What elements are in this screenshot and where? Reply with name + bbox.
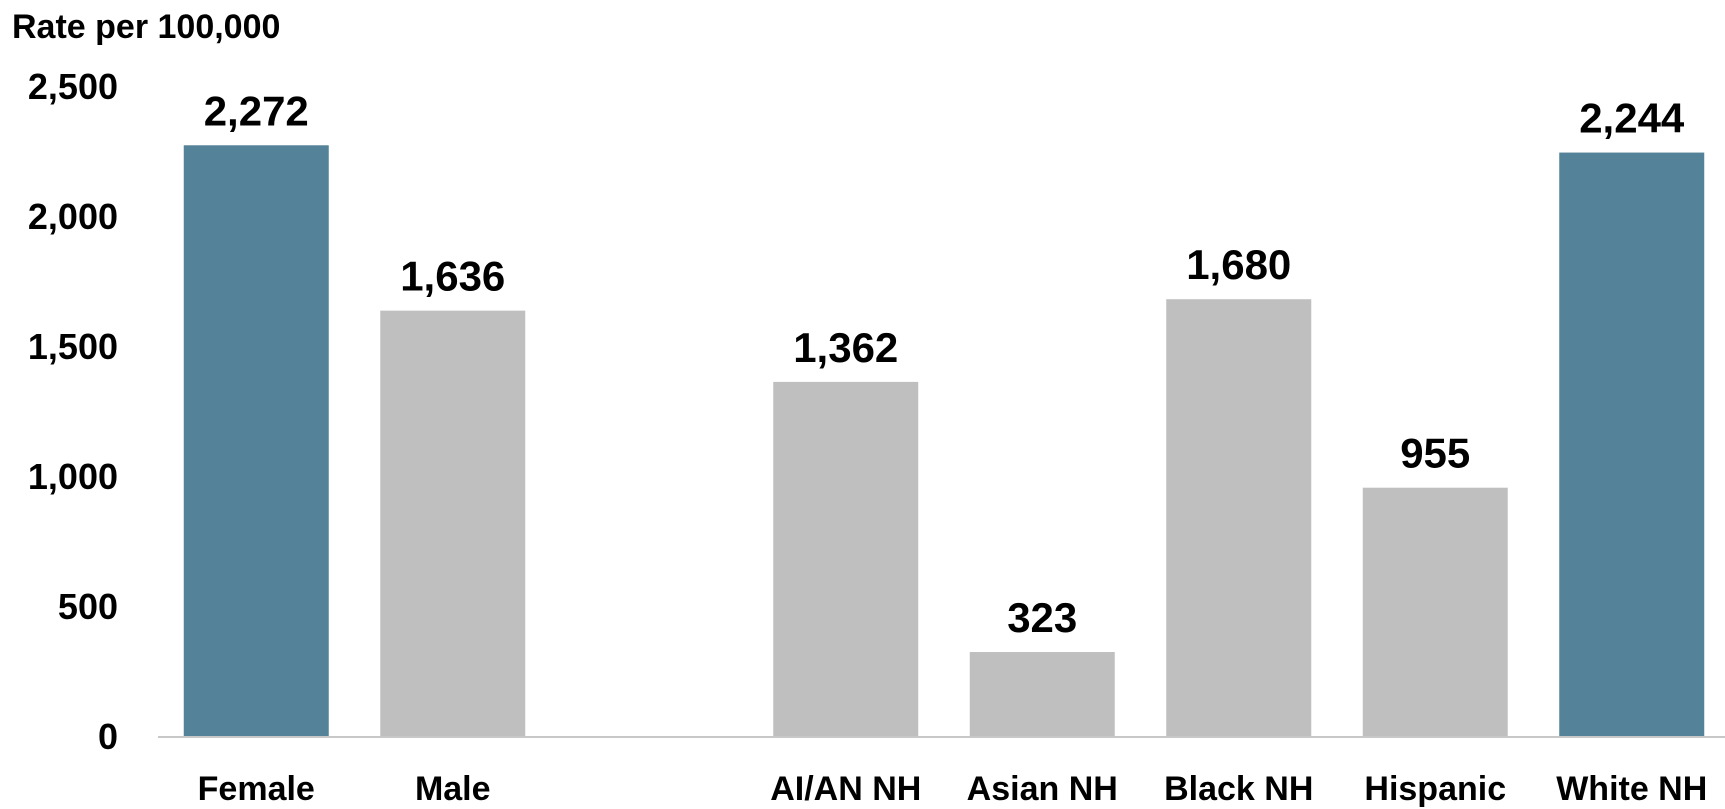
y-axis-ticks: 0 500 1,000 1,500 2,000 2,500	[28, 66, 118, 757]
y-axis-label: Rate per 100,000	[12, 8, 280, 46]
y-tick-label: 500	[58, 586, 118, 627]
category-label: Asian NH	[967, 770, 1118, 808]
data-label: 2,244	[1579, 95, 1685, 142]
y-tick-label: 1,000	[28, 456, 118, 497]
data-label: 2,272	[204, 87, 309, 134]
bar	[969, 652, 1115, 736]
data-label: 955	[1400, 430, 1470, 477]
bar	[183, 145, 329, 736]
category-label: AI/AN NH	[770, 770, 921, 808]
category-label: Black NH	[1164, 770, 1313, 808]
bar	[1166, 299, 1312, 736]
y-tick-label: 1,500	[28, 326, 118, 367]
category-label: Female	[198, 770, 315, 808]
category-label: White NH	[1556, 770, 1707, 808]
data-label: 1,636	[400, 253, 505, 300]
category-labels: Female Male AI/AN NH Asian NH Black NH Hispan…	[198, 770, 1708, 808]
y-tick-label: 0	[98, 716, 118, 757]
bars: 2,272 1,636 1,362 323 1,680 955 2,244	[183, 87, 1705, 736]
bar	[380, 310, 526, 736]
category-label: Hispanic	[1364, 770, 1506, 808]
data-label: 323	[1007, 594, 1077, 641]
bar	[773, 381, 919, 736]
category-label: Male	[415, 770, 491, 808]
data-label: 1,362	[793, 324, 898, 371]
y-tick-label: 2,500	[28, 66, 118, 107]
y-tick-label: 2,000	[28, 196, 118, 237]
data-label: 1,680	[1186, 241, 1291, 288]
bar	[1362, 487, 1508, 736]
bar	[1559, 152, 1705, 736]
